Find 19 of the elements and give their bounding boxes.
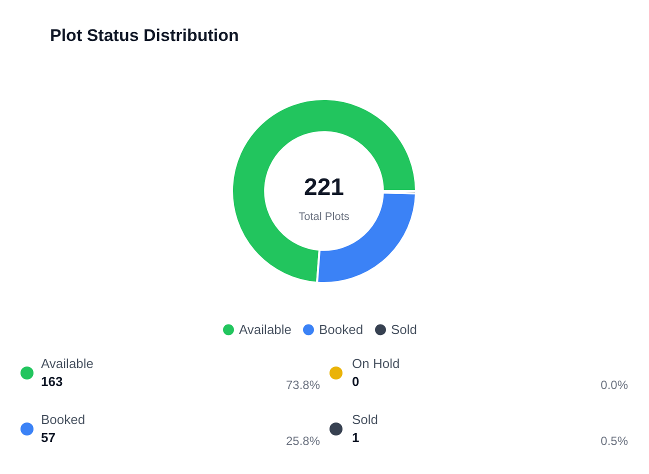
donut-slice [231, 98, 417, 284]
legend-label: Sold [391, 322, 418, 337]
text: Total Plots [298, 211, 350, 223]
text: 221 [304, 174, 344, 201]
legend-label: Available [239, 322, 292, 337]
text: 73.8% [286, 378, 320, 392]
data-label: 0 [352, 374, 360, 389]
text: 0.5% [600, 434, 628, 448]
category-label: Sold [352, 412, 378, 427]
text: 25.8% [286, 434, 320, 448]
text: 0.0% [600, 378, 628, 392]
category-label: Available [41, 356, 94, 371]
category-label: On Hold [352, 356, 400, 371]
data-label: 163 [41, 374, 63, 389]
data-label: 1 [352, 430, 360, 445]
chart-title: Plot Status Distribution [50, 26, 239, 45]
category-label: Booked [41, 412, 86, 427]
legend-label: Booked [319, 322, 364, 337]
data-label: 57 [41, 430, 56, 445]
